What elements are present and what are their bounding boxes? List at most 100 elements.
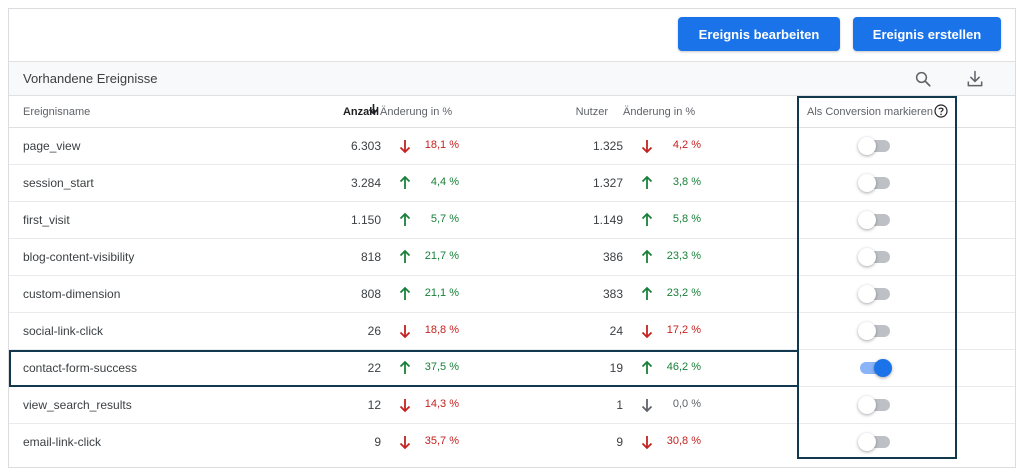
users-count: 1 — [616, 398, 623, 412]
conversion-toggle[interactable] — [858, 211, 892, 229]
column-header-conversion: Als Conversion markieren — [807, 106, 933, 118]
arrow-up-icon — [398, 360, 412, 376]
table-header: Ereignisname Anzahl Änderung in % Nutzer… — [9, 96, 1015, 128]
conversion-toggle[interactable] — [858, 248, 892, 266]
arrow-down-icon — [398, 138, 412, 154]
toggle-knob — [858, 285, 876, 303]
arrow-up-icon — [398, 175, 412, 191]
users-count: 1.327 — [592, 176, 623, 190]
users-count: 1.325 — [592, 139, 623, 153]
column-header-users[interactable]: Nutzer — [575, 106, 608, 118]
event-count: 1.150 — [350, 213, 381, 227]
count-change-percent: 18,8 % — [424, 324, 459, 336]
sort-down-arrow-icon[interactable] — [368, 103, 379, 118]
count-change-percent: 37,5 % — [424, 361, 459, 373]
count-change-percent: 14,3 % — [424, 398, 459, 410]
table-row: contact-form-success 22 37,5 % 19 46,2 % — [9, 350, 1015, 387]
events-card: Ereignis bearbeiten Ereignis erstellen V… — [8, 8, 1016, 468]
arrow-down-icon — [640, 397, 654, 413]
arrow-up-icon — [398, 212, 412, 228]
event-count: 3.284 — [350, 176, 381, 190]
arrow-up-icon — [398, 249, 412, 265]
users-change-percent: 30,8 % — [666, 435, 701, 447]
edit-event-button[interactable]: Ereignis bearbeiten — [678, 17, 840, 51]
event-name: first_visit — [23, 213, 70, 227]
conversion-toggle[interactable] — [858, 433, 892, 451]
toggle-knob — [858, 396, 876, 414]
count-change-percent: 18,1 % — [424, 139, 459, 151]
toggle-knob — [858, 433, 876, 451]
arrow-up-icon — [640, 175, 654, 191]
conversion-toggle[interactable] — [858, 396, 892, 414]
arrow-up-icon — [640, 249, 654, 265]
arrow-down-icon — [398, 434, 412, 450]
table-row: blog-content-visibility 818 21,7 % 386 23,3 … — [9, 239, 1015, 276]
toggle-knob — [874, 359, 892, 377]
arrow-down-icon — [640, 434, 654, 450]
event-name: email-link-click — [23, 435, 102, 449]
conversion-toggle[interactable] — [858, 359, 892, 377]
event-count: 6.303 — [350, 139, 381, 153]
event-name: social-link-click — [23, 324, 104, 338]
create-event-button[interactable]: Ereignis erstellen — [853, 17, 1001, 51]
event-count: 12 — [367, 398, 381, 412]
column-header-change-users[interactable]: Änderung in % — [623, 106, 696, 118]
toggle-knob — [858, 174, 876, 192]
toggle-knob — [858, 211, 876, 229]
column-header-name[interactable]: Ereignisname — [23, 106, 91, 118]
event-name: page_view — [23, 139, 81, 153]
count-change-percent: 5,7 % — [430, 213, 459, 225]
conversion-toggle[interactable] — [858, 137, 892, 155]
users-count: 19 — [609, 361, 623, 375]
section-header: Vorhandene Ereignisse — [9, 61, 1015, 96]
event-count: 9 — [374, 435, 381, 449]
table-row: custom-dimension 808 21,1 % 383 23,2 % — [9, 276, 1015, 313]
users-count: 1.149 — [592, 213, 623, 227]
arrow-down-icon — [398, 397, 412, 413]
conversion-toggle[interactable] — [858, 322, 892, 340]
arrow-up-icon — [640, 360, 654, 376]
users-change-percent: 23,3 % — [666, 250, 701, 262]
conversion-toggle[interactable] — [858, 174, 892, 192]
event-count: 22 — [367, 361, 381, 375]
event-count: 818 — [360, 250, 381, 264]
download-icon[interactable] — [962, 67, 988, 91]
search-icon[interactable] — [910, 67, 936, 91]
toolbar: Ereignis bearbeiten Ereignis erstellen — [9, 9, 1015, 61]
count-change-percent: 21,7 % — [424, 250, 459, 262]
toggle-knob — [858, 137, 876, 155]
table-row: social-link-click 26 18,8 % 24 17,2 % — [9, 313, 1015, 350]
users-change-percent: 0,0 % — [672, 398, 701, 410]
table-row: view_search_results 12 14,3 % 1 0,0 % — [9, 387, 1015, 424]
event-name: blog-content-visibility — [23, 250, 135, 264]
table-row: page_view 6.303 18,1 % 1.325 4,2 % — [9, 128, 1015, 165]
conversion-toggle[interactable] — [858, 285, 892, 303]
arrow-up-icon — [640, 212, 654, 228]
event-count: 808 — [360, 287, 381, 301]
event-name: session_start — [23, 176, 94, 190]
help-icon[interactable] — [934, 104, 948, 121]
users-change-percent: 17,2 % — [666, 324, 701, 336]
event-name: view_search_results — [23, 398, 132, 412]
table-row: email-link-click 9 35,7 % 9 30,8 % — [9, 424, 1015, 461]
users-change-percent: 46,2 % — [666, 361, 701, 373]
table-row: session_start 3.284 4,4 % 1.327 3,8 % — [9, 165, 1015, 202]
users-change-percent: 23,2 % — [666, 287, 701, 299]
count-change-percent: 4,4 % — [430, 176, 459, 188]
toggle-knob — [858, 322, 876, 340]
column-header-count[interactable]: Anzahl — [342, 106, 379, 118]
section-title: Vorhandene Ereignisse — [23, 71, 158, 86]
arrow-up-icon — [398, 286, 412, 302]
users-count: 383 — [602, 287, 623, 301]
column-header-change-count[interactable]: Änderung in % — [380, 106, 453, 118]
count-change-percent: 21,1 % — [424, 287, 459, 299]
users-count: 9 — [616, 435, 623, 449]
arrow-down-icon — [640, 138, 654, 154]
users-count: 386 — [602, 250, 623, 264]
users-count: 24 — [609, 324, 623, 338]
users-change-percent: 3,8 % — [672, 176, 701, 188]
event-name: custom-dimension — [23, 287, 121, 301]
event-name: contact-form-success — [23, 361, 138, 375]
count-change-percent: 35,7 % — [424, 435, 459, 447]
arrow-up-icon — [640, 286, 654, 302]
